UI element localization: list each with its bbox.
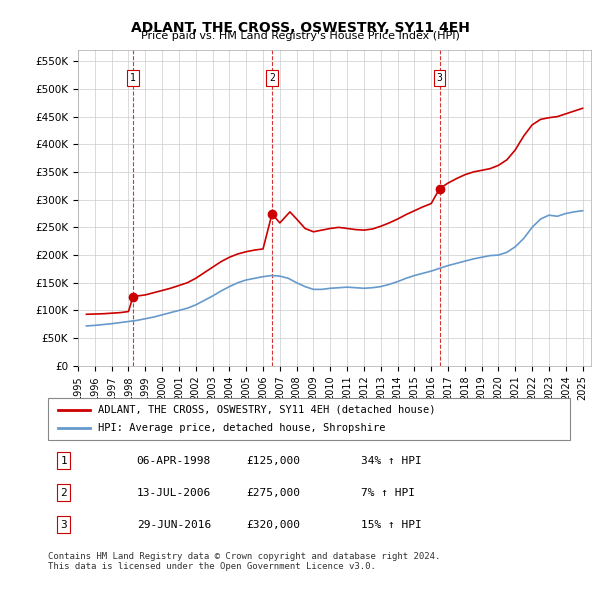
- Text: 1: 1: [130, 73, 136, 83]
- Text: ADLANT, THE CROSS, OSWESTRY, SY11 4EH (detached house): ADLANT, THE CROSS, OSWESTRY, SY11 4EH (d…: [98, 405, 435, 415]
- Text: 3: 3: [437, 73, 443, 83]
- Text: 1: 1: [60, 455, 67, 466]
- Text: 34% ↑ HPI: 34% ↑ HPI: [361, 455, 422, 466]
- Text: ADLANT, THE CROSS, OSWESTRY, SY11 4EH: ADLANT, THE CROSS, OSWESTRY, SY11 4EH: [131, 21, 469, 35]
- Text: 06-APR-1998: 06-APR-1998: [137, 455, 211, 466]
- Text: Contains HM Land Registry data © Crown copyright and database right 2024.
This d: Contains HM Land Registry data © Crown c…: [48, 552, 440, 571]
- Text: 2: 2: [269, 73, 275, 83]
- FancyBboxPatch shape: [48, 398, 570, 440]
- Text: £320,000: £320,000: [247, 520, 301, 530]
- Text: 15% ↑ HPI: 15% ↑ HPI: [361, 520, 422, 530]
- Text: 7% ↑ HPI: 7% ↑ HPI: [361, 488, 415, 497]
- Text: £125,000: £125,000: [247, 455, 301, 466]
- Text: Price paid vs. HM Land Registry's House Price Index (HPI): Price paid vs. HM Land Registry's House …: [140, 31, 460, 41]
- Text: HPI: Average price, detached house, Shropshire: HPI: Average price, detached house, Shro…: [98, 423, 385, 433]
- Text: 13-JUL-2006: 13-JUL-2006: [137, 488, 211, 497]
- Text: 2: 2: [60, 488, 67, 497]
- Text: 3: 3: [60, 520, 67, 530]
- Text: 29-JUN-2016: 29-JUN-2016: [137, 520, 211, 530]
- Text: £275,000: £275,000: [247, 488, 301, 497]
